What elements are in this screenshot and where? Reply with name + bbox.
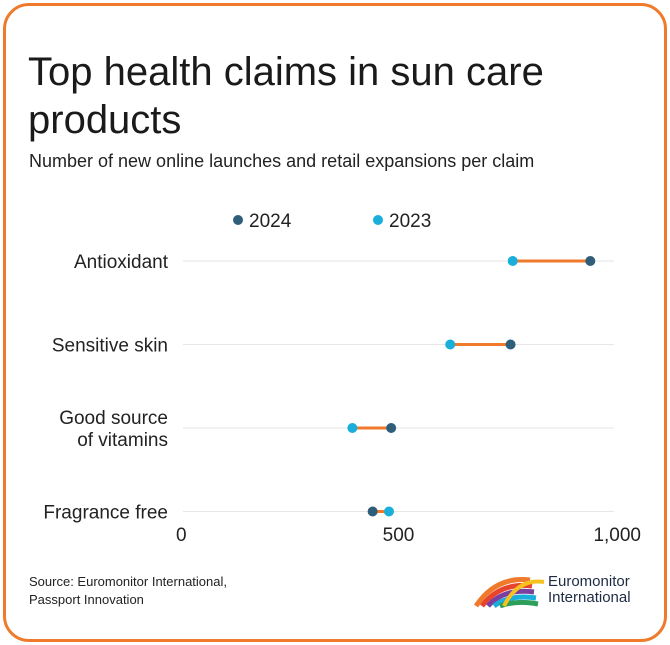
point-2023 [347, 423, 358, 433]
point-2024 [585, 256, 596, 266]
point-2024 [367, 506, 378, 517]
category-label-line: Antioxidant [74, 252, 169, 273]
logo-line-1: Euromonitor [548, 573, 630, 590]
point-2023 [507, 256, 518, 266]
legend-label-2023: 2023 [389, 211, 431, 232]
point-2024 [505, 339, 516, 350]
category-label-line: Sensitive skin [52, 336, 168, 357]
source-line-1: Source: Euromonitor International, [29, 574, 227, 589]
category-label: Antioxidant [74, 252, 169, 273]
source-note: Source: Euromonitor International, Passp… [29, 573, 289, 609]
point-2023 [384, 506, 395, 517]
point-2024 [386, 423, 397, 433]
category-label: Fragrance free [43, 503, 168, 524]
legend-label-2024: 2024 [249, 211, 292, 232]
chart-title: Top health claims in sun care products [28, 50, 544, 142]
logo-line-2: International [548, 589, 631, 606]
x-tick-label: 1,000 [593, 525, 641, 546]
category-label-line: Good source [59, 408, 168, 429]
point-2023 [445, 339, 456, 350]
category-label: Good source of vitamins [59, 408, 168, 451]
dumbbell-chart: 2024 2023 Antioxidant Sensitive skin Good so… [43, 211, 641, 546]
x-tick-label: 0 [176, 525, 187, 546]
source-line-2: Passport Innovation [29, 592, 144, 607]
legend-marker-2024 [233, 215, 243, 225]
chart-subtitle: Number of new online launches and retail… [29, 151, 535, 171]
category-label: Sensitive skin [52, 336, 168, 357]
category-label-line: of vitamins [77, 430, 168, 451]
x-tick-label: 500 [383, 525, 415, 546]
legend-marker-2023 [373, 215, 383, 225]
category-label-line: Fragrance free [43, 503, 168, 524]
chart-card [3, 3, 667, 642]
euromonitor-logo-icon [474, 577, 545, 608]
logo-wordmark: Euromonitor International [548, 574, 631, 606]
